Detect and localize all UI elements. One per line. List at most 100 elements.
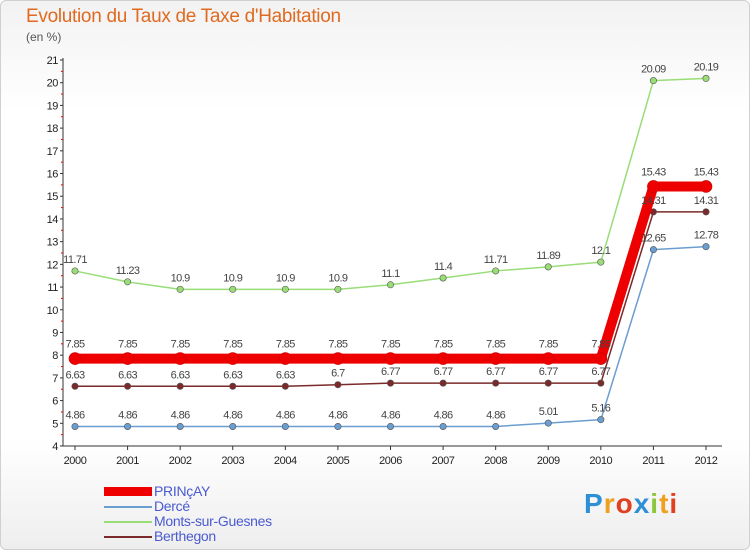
legend-swatch [104, 521, 152, 523]
y-tick-label: 20 [47, 78, 59, 90]
brand-letter: i [669, 488, 679, 519]
y-tick-label: 15 [47, 191, 59, 203]
y-tick-label: 8 [52, 350, 58, 362]
data-label: 6.77 [486, 366, 505, 378]
data-label: 6.77 [591, 366, 610, 378]
data-label: 5.16 [591, 403, 610, 415]
data-point [384, 352, 397, 365]
legend-swatch [104, 487, 152, 496]
data-label: 4.86 [223, 409, 242, 421]
data-point [702, 243, 710, 251]
data-point [649, 246, 657, 254]
axes: 4 5 6 7 8 9 10 11 12 13 14 15 16 17 18 19 20 21 2000 2001 20… [47, 55, 722, 467]
data-label: 7.85 [591, 339, 610, 351]
data-point [279, 352, 292, 365]
y-tick-label: 17 [47, 146, 59, 158]
data-point [541, 352, 555, 365]
data-label: 10.9 [171, 272, 190, 284]
data-label: 12.65 [641, 233, 666, 245]
data-label: 4.86 [171, 409, 190, 421]
y-tick-label: 16 [47, 169, 59, 181]
y-tick-label: 12 [47, 259, 59, 271]
x-tick-label: 2011 [642, 455, 664, 467]
data-point [649, 77, 657, 85]
y-tick-label: 18 [47, 123, 59, 135]
data-point [436, 352, 450, 365]
data-point [334, 381, 342, 389]
legend-swatch [104, 536, 152, 538]
data-label: 11.23 [116, 265, 140, 277]
x-tick-label: 2010 [589, 455, 612, 467]
data-label: 12.78 [694, 230, 719, 242]
y-axis-unit: (en %) [26, 30, 62, 44]
x-tick-label: 2006 [379, 455, 402, 467]
data-point [386, 422, 394, 430]
y-tick-label: 14 [47, 214, 59, 226]
data-point [544, 419, 552, 427]
y-tick-label: 13 [47, 237, 59, 249]
x-tick-label: 2012 [695, 455, 718, 467]
data-label: 10.9 [276, 272, 295, 284]
data-label: 4.86 [65, 409, 84, 421]
data-point [121, 352, 134, 365]
data-point [229, 422, 237, 430]
y-tick-label: 4 [52, 441, 58, 453]
data-label: 7.85 [171, 339, 190, 351]
data-point [597, 416, 605, 424]
data-label: 4.86 [434, 409, 453, 421]
x-tick-label: 2004 [274, 455, 297, 467]
data-point [492, 267, 500, 275]
data-point [702, 74, 710, 82]
y-tick-label: 19 [47, 100, 59, 112]
data-label: 5.01 [539, 406, 558, 418]
data-point [439, 274, 447, 282]
data-label: 10.9 [328, 272, 347, 284]
legend-label: PRINçAY [154, 483, 210, 499]
data-point [124, 382, 132, 390]
y-tick-label: 6 [52, 396, 58, 408]
data-label: 7.85 [328, 339, 347, 351]
data-point [281, 285, 289, 293]
y-tick-label: 11 [47, 282, 58, 294]
data-label: 14.31 [694, 195, 719, 207]
data-point [173, 352, 187, 365]
series-line [74, 77, 707, 291]
data-label: 7.85 [486, 339, 505, 351]
data-point [71, 267, 79, 275]
legend-label: Dercé [154, 498, 190, 514]
data-label: 4.86 [118, 409, 137, 421]
data-label: 14.31 [641, 195, 666, 207]
data-label: 11.89 [536, 250, 560, 262]
data-point [226, 352, 240, 365]
data-point [492, 379, 500, 387]
data-point [176, 382, 184, 390]
legend-label: Monts-sur-Guesnes [154, 513, 272, 529]
series-lines [68, 74, 713, 430]
data-label: 6.77 [381, 366, 400, 378]
data-point [492, 422, 500, 430]
data-label: 11.71 [63, 254, 87, 266]
data-label: 15.43 [694, 166, 719, 178]
data-label: 7.85 [434, 339, 453, 351]
data-point [386, 379, 394, 387]
data-point [176, 422, 184, 430]
data-point [71, 422, 79, 430]
x-tick-label: 2007 [432, 455, 455, 467]
data-point [702, 208, 710, 216]
data-label: 7.85 [65, 339, 84, 351]
data-point [229, 285, 237, 293]
data-label: 6.63 [171, 369, 190, 381]
brand-letter: r [603, 488, 616, 519]
data-label: 6.63 [118, 369, 137, 381]
data-point [647, 180, 660, 193]
data-label: 4.86 [381, 409, 400, 421]
data-point [544, 263, 552, 271]
data-label: 6.63 [276, 369, 295, 381]
data-label: 10.9 [223, 272, 242, 284]
data-label: 20.19 [694, 61, 719, 73]
data-label: 11.4 [434, 261, 453, 273]
brand-letter: t [659, 488, 670, 519]
data-point [439, 422, 447, 430]
data-label: 11.1 [381, 268, 400, 280]
data-point [439, 379, 447, 387]
